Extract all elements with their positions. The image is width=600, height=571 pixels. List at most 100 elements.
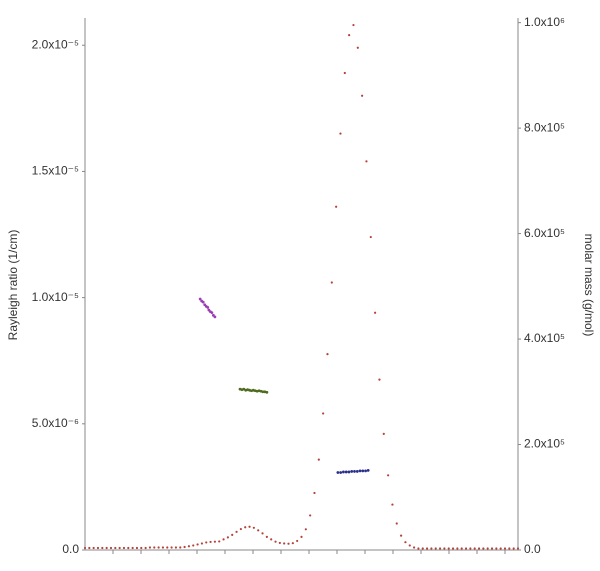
- data-point: [205, 541, 208, 544]
- data-point: [456, 547, 459, 550]
- data-point: [342, 470, 345, 474]
- data-point: [287, 542, 290, 545]
- data-point: [352, 23, 355, 27]
- data-point: [187, 545, 191, 548]
- data-point: [356, 46, 359, 49]
- data-point: [391, 503, 394, 506]
- y2-tick-label: 8.0x10⁵: [524, 120, 565, 134]
- data-point: [296, 539, 299, 543]
- y2-tick-label: 0.0: [524, 542, 541, 556]
- data-point: [382, 432, 385, 436]
- data-point: [516, 547, 520, 550]
- data-point: [200, 542, 204, 545]
- data-point: [343, 71, 346, 75]
- data-point: [395, 522, 398, 525]
- data-point: [495, 547, 498, 550]
- data-point: [430, 547, 433, 550]
- y-axis-title: Rayleigh ratio (1/cm): [6, 230, 20, 341]
- data-point: [235, 530, 238, 533]
- data-point: [153, 546, 156, 549]
- data-point: [222, 538, 225, 541]
- data-point: [404, 541, 407, 544]
- data-point: [347, 470, 351, 474]
- data-point: [460, 547, 463, 550]
- data-point: [399, 534, 403, 537]
- data-point: [336, 471, 340, 474]
- data-point: [317, 458, 320, 461]
- data-point: [179, 546, 182, 549]
- data-point: [157, 546, 160, 549]
- data-point: [361, 94, 364, 97]
- data-point: [278, 541, 281, 545]
- data-point: [438, 547, 442, 550]
- data-point: [378, 378, 381, 381]
- data-point: [313, 491, 316, 495]
- data-point: [339, 132, 342, 135]
- data-point: [83, 546, 87, 550]
- data-point: [127, 546, 130, 550]
- data-point: [330, 281, 333, 284]
- data-point: [412, 546, 416, 549]
- data-point: [118, 546, 121, 550]
- data-point: [209, 540, 212, 544]
- data-point: [101, 546, 104, 550]
- data-point: [366, 468, 370, 472]
- data-point: [304, 528, 307, 531]
- data-point: [477, 547, 481, 550]
- data-point: [239, 527, 242, 531]
- data-point: [196, 543, 199, 546]
- data-point: [353, 470, 356, 473]
- y2-tick-label: 2.0x10⁵: [524, 437, 565, 451]
- data-point: [244, 526, 247, 529]
- data-point: [198, 297, 202, 301]
- data-point: [361, 469, 365, 473]
- data-point: [226, 536, 229, 539]
- data-point: [140, 546, 143, 550]
- y-tick-label: 1.5x10⁻⁵: [32, 164, 79, 178]
- data-point: [201, 300, 205, 304]
- data-point: [364, 469, 367, 473]
- data-point: [192, 544, 195, 547]
- data-point: [464, 547, 468, 550]
- data-point: [408, 544, 411, 547]
- data-point: [365, 160, 368, 163]
- data-point: [270, 538, 273, 541]
- y2-tick-label: 1.0x10⁶: [524, 15, 565, 29]
- data-point: [88, 546, 91, 550]
- data-point: [166, 546, 169, 549]
- data-point: [425, 547, 429, 550]
- data-point: [131, 546, 134, 550]
- data-point: [248, 525, 251, 528]
- data-point: [508, 547, 511, 550]
- data-point: [122, 546, 126, 550]
- data-point: [374, 311, 377, 314]
- data-point: [499, 547, 502, 550]
- data-point: [358, 469, 362, 473]
- data-point: [206, 306, 210, 309]
- data-point: [148, 546, 152, 549]
- data-point: [109, 546, 113, 550]
- data-point: [231, 533, 234, 536]
- data-point: [486, 547, 489, 550]
- data-point: [434, 547, 437, 550]
- data-point: [350, 470, 354, 473]
- y2-axis-title: molar mass (g/mol): [582, 234, 596, 337]
- data-point: [322, 412, 325, 415]
- y-tick-label: 1.0x10⁻⁵: [32, 290, 79, 304]
- data-point: [174, 546, 178, 549]
- data-point: [490, 547, 494, 550]
- data-point: [291, 542, 294, 545]
- data-point: [344, 470, 348, 474]
- y2-tick-label: 6.0x10⁵: [524, 226, 565, 240]
- data-point: [213, 540, 216, 543]
- data-point: [451, 547, 455, 550]
- data-point: [473, 547, 476, 550]
- data-point: [183, 545, 186, 549]
- y-tick-label: 2.0x10⁻⁵: [32, 37, 79, 51]
- data-point: [257, 529, 260, 532]
- data-point: [503, 547, 507, 550]
- data-point: [482, 547, 485, 550]
- data-point: [369, 235, 372, 239]
